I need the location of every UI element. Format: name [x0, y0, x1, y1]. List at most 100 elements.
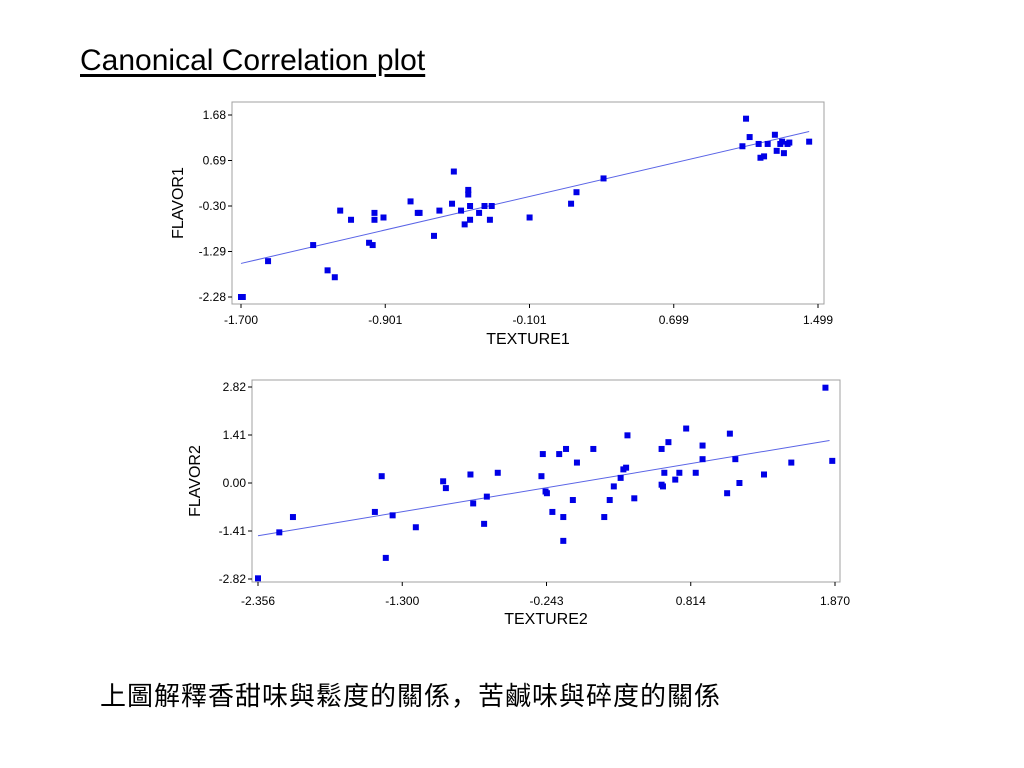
data-point — [483, 493, 490, 500]
y-tick-label: 1.41 — [223, 428, 247, 442]
data-point — [665, 439, 672, 446]
charts-canvas: 1.68 0.69 -0.30 -1.29 -2.28 -1.700 -0.901 -0.10… — [170, 101, 850, 628]
x-tick-label: 1.870 — [820, 594, 850, 608]
data-point — [672, 476, 679, 483]
chart-texture2-flavor2: 2.82 1.41 0.00 -1.41 -2.82 -2.356 -1.300 -0.243… — [187, 379, 850, 628]
data-point — [324, 267, 331, 274]
data-point — [746, 134, 753, 141]
data-point — [761, 471, 768, 478]
data-point — [378, 473, 385, 480]
data-point — [494, 469, 501, 476]
data-point — [488, 203, 495, 209]
y-axis-label: FLAVOR1 — [170, 167, 187, 239]
slide-caption: 上圖解釋香甜味與鬆度的關係，苦鹹味與碎度的關係 — [100, 682, 722, 712]
data-point — [366, 239, 373, 246]
data-point — [543, 490, 550, 497]
data-point — [382, 554, 389, 561]
data-point — [348, 216, 355, 223]
data-point — [371, 216, 378, 223]
data-point — [465, 191, 472, 198]
data-point — [337, 207, 344, 214]
data-point — [458, 207, 465, 214]
data-point — [573, 459, 580, 466]
x-tick-label: 0.814 — [676, 594, 706, 608]
data-point — [442, 485, 449, 492]
data-point — [289, 514, 296, 521]
data-point — [371, 209, 378, 216]
data-point — [436, 207, 443, 214]
x-axis-label: TEXTURE1 — [486, 331, 570, 348]
x-tick-label: -1.300 — [385, 594, 419, 608]
data-point — [239, 294, 246, 300]
data-point — [726, 430, 733, 437]
x-tick-label: -0.101 — [512, 313, 546, 327]
data-point — [430, 232, 437, 239]
y-tick-label: -0.30 — [199, 199, 227, 213]
data-point — [481, 520, 488, 527]
data-point — [757, 154, 764, 161]
data-point — [569, 497, 576, 504]
data-point — [822, 384, 829, 391]
x-tick-label: -0.901 — [368, 313, 402, 327]
data-point — [470, 500, 477, 507]
data-point — [786, 139, 793, 146]
data-point — [590, 445, 597, 452]
data-point — [310, 242, 317, 249]
data-point — [617, 474, 624, 481]
data-point — [467, 471, 474, 478]
data-point — [549, 508, 556, 515]
data-point — [732, 456, 739, 463]
data-point — [624, 432, 631, 439]
data-point — [486, 216, 493, 223]
data-point — [560, 537, 567, 544]
data-point — [779, 138, 786, 145]
data-point — [369, 242, 376, 249]
x-tick-label: 1.499 — [803, 313, 833, 327]
x-tick-label: -0.243 — [529, 594, 563, 608]
y-axis-label: FLAVOR2 — [187, 445, 204, 517]
data-point — [601, 514, 608, 521]
data-point — [538, 473, 545, 480]
data-point — [450, 168, 457, 175]
data-point — [724, 490, 731, 497]
data-point — [556, 451, 563, 458]
data-point — [771, 131, 778, 138]
data-point — [440, 478, 447, 485]
y-tick-label: -2.28 — [199, 290, 227, 304]
y-tick-label: -2.82 — [219, 572, 247, 586]
data-point — [692, 469, 699, 476]
data-point — [661, 469, 668, 476]
chart-texture1-flavor1: 1.68 0.69 -0.30 -1.29 -2.28 -1.700 -0.901 -0.10… — [170, 101, 833, 348]
data-point — [780, 150, 787, 157]
data-point — [465, 186, 472, 193]
data-point — [683, 425, 690, 432]
data-point — [371, 508, 378, 515]
y-tick-label: 0.69 — [203, 154, 227, 168]
data-point — [631, 495, 638, 502]
data-point — [761, 153, 768, 160]
data-point — [743, 115, 750, 122]
data-point — [265, 258, 272, 265]
data-point — [606, 497, 613, 504]
data-point — [739, 143, 746, 150]
data-point — [407, 198, 414, 205]
data-point — [467, 203, 474, 209]
data-point — [476, 209, 483, 216]
plot-frame — [251, 379, 841, 583]
x-tick-label: -2.356 — [241, 594, 275, 608]
data-point — [699, 442, 706, 449]
data-point — [560, 514, 567, 521]
y-tick-label: -1.41 — [219, 524, 247, 538]
regression-line — [240, 131, 810, 264]
data-point — [467, 216, 474, 223]
x-tick-label: -1.700 — [224, 313, 258, 327]
data-point — [829, 457, 836, 464]
data-point — [623, 464, 630, 471]
data-point — [255, 575, 261, 582]
y-tick-label: 2.82 — [223, 380, 247, 394]
data-point — [416, 209, 423, 216]
data-point — [788, 459, 795, 466]
data-point — [755, 140, 762, 147]
data-point — [539, 451, 546, 458]
data-point — [461, 221, 468, 228]
